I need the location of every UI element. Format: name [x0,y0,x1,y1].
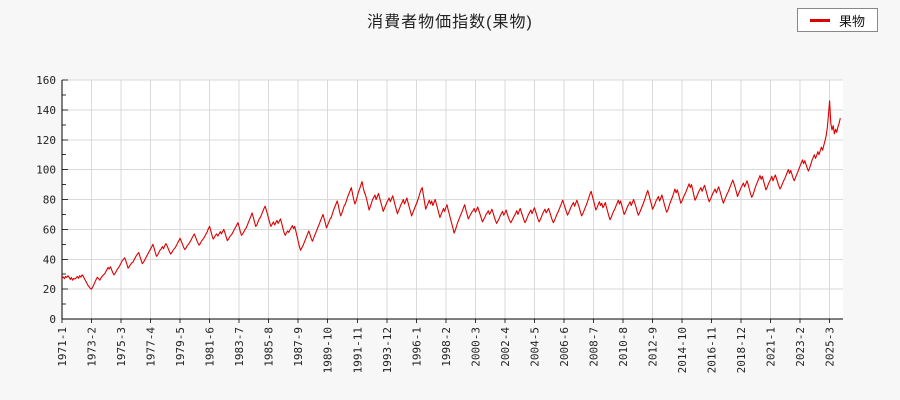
x-tick-label: 2023-2 [794,327,807,367]
y-tick-label: 80 [43,194,56,207]
x-tick-label: 1983-7 [233,327,246,367]
x-tick-label: 2010-8 [617,327,630,367]
x-tick-labels: 1971-1 1973-2 1975-3 1977-4 1979-5 1981-6 1983… [56,327,837,374]
x-tick-label: 2006-6 [558,327,571,367]
x-tick-label: 2008-7 [587,327,600,367]
y-tick-labels: 0 20 40 60 80 100 120 140 160 [36,74,56,326]
legend: 果物 [796,8,878,32]
y-tick-label: 120 [36,134,56,147]
x-tick-label: 2021-1 [765,327,778,367]
x-tick-label: 1991-11 [351,327,364,373]
x-tick-label: 2004-5 [528,327,541,367]
y-gridlines [62,79,843,290]
y-tick-label: 160 [36,74,56,87]
x-tick-label: 2014-10 [676,327,689,373]
y-tick-label: 40 [43,253,56,266]
x-tick-label: 1977-4 [145,327,158,367]
y-tick-label: 0 [49,313,56,326]
x-tick-label: 1985-8 [263,327,276,367]
x-tick-label: 2012-9 [647,327,660,367]
x-tick-label: 1975-3 [115,327,128,367]
y-axis-ticks [62,79,68,305]
x-tick-label: 2000-3 [469,327,482,367]
y-tick-label: 100 [36,164,56,177]
x-tick-label: 2025-3 [824,327,837,367]
y-tick-label: 140 [36,104,56,117]
y-tick-label: 60 [43,223,56,236]
chart-title: 消費者物価指数(果物) [367,14,533,31]
x-tick-label: 1971-1 [56,327,69,367]
x-axis-ticks [61,319,831,323]
x-tick-label: 2002-4 [499,327,512,367]
x-tick-label: 1993-12 [381,327,394,373]
x-tick-label: 1989-10 [322,327,335,373]
x-tick-label: 1973-2 [86,327,99,367]
x-tick-label: 2016-11 [706,327,719,373]
x-tick-label: 1987-9 [292,327,305,367]
x-tick-label: 1981-6 [204,327,217,367]
x-tick-label: 2018-12 [735,327,748,373]
y-tick-label: 20 [43,283,56,296]
x-tick-label: 1979-5 [174,327,187,367]
x-tick-label: 1996-1 [410,327,423,367]
x-gridlines [91,80,831,319]
x-tick-label: 1998-2 [440,327,453,367]
legend-series-label: 果物 [838,13,865,29]
series-line-fruit [61,100,841,290]
legend-line-swatch [809,18,830,22]
